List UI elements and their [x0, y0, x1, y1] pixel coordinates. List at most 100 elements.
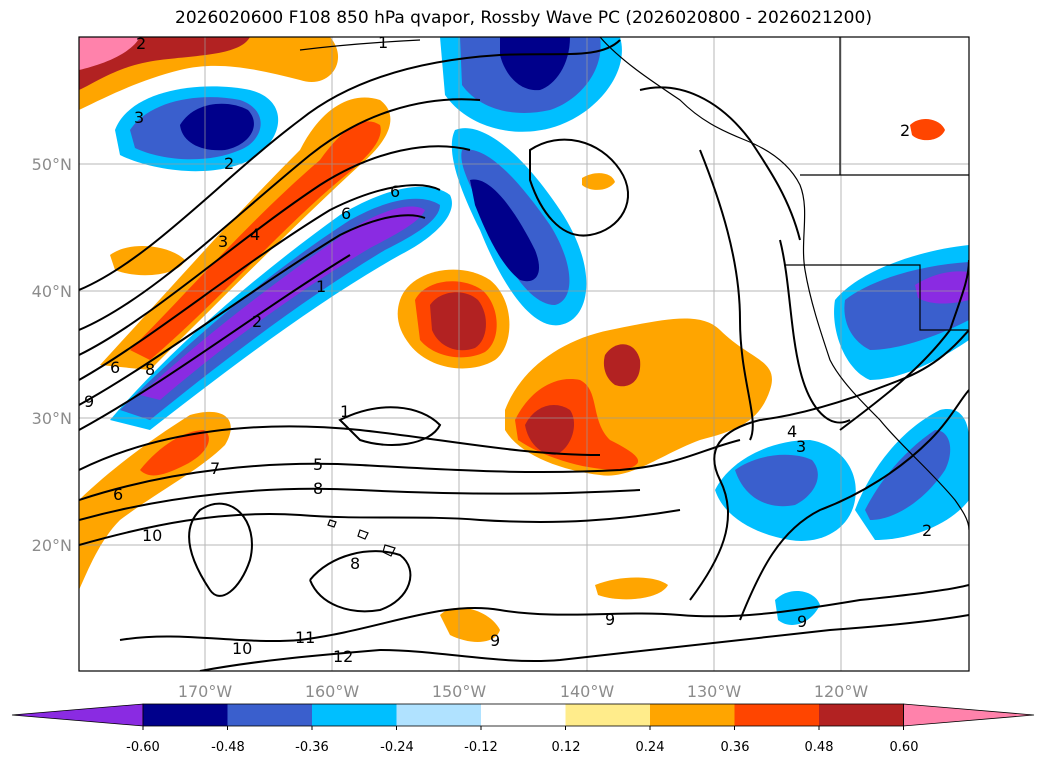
- contour-3: [79, 145, 471, 356]
- colorbar-segment: [312, 704, 397, 726]
- patch-positive-1: [110, 245, 185, 276]
- contour-label: 12: [333, 647, 353, 666]
- contour-label: 6: [341, 204, 351, 223]
- colorbar-tick-label: -0.24: [380, 740, 414, 755]
- colorbar-segment: [819, 704, 904, 726]
- contour-19: [699, 149, 754, 441]
- contour-label: 2: [136, 34, 146, 53]
- colorbar-segment: [734, 704, 820, 726]
- contour-label: 11: [295, 628, 315, 647]
- anomaly-positive-east-core2: [603, 344, 641, 387]
- colorbar-segment: [396, 704, 482, 726]
- contour-11: [119, 584, 969, 643]
- patch-positive-3: [595, 577, 668, 600]
- contour-17: [338, 406, 442, 446]
- border-state-1: [785, 37, 969, 331]
- colorbar-segment: [143, 704, 228, 726]
- colorbar-tick-label: 0.48: [805, 740, 834, 755]
- contour-7: [79, 425, 601, 471]
- colorbar-segment: [227, 704, 313, 726]
- contour-label: 2: [900, 121, 910, 140]
- map-title: 2026020600 F108 850 hPa qvapor, Rossby W…: [175, 8, 872, 28]
- contour-label: 4: [250, 225, 260, 244]
- contour-label: 9: [490, 631, 500, 650]
- contour-label: 4: [787, 422, 797, 441]
- anomaly-positive-center-core: [430, 292, 486, 351]
- contour-label: 2: [922, 521, 932, 540]
- colorbar-tick-label: 0.36: [721, 740, 750, 755]
- graticule: [79, 37, 969, 671]
- anomaly-negative-east-mid: [735, 454, 818, 507]
- lat-label: 30°N: [32, 409, 72, 428]
- colorbar-tick-label: -0.12: [464, 740, 498, 755]
- contour-label: 1: [378, 33, 388, 52]
- contour-10: [79, 509, 681, 546]
- anomaly-positive-southwest-inner: [140, 430, 209, 476]
- lon-label: 160°W: [305, 682, 360, 701]
- contour-label: 8: [350, 554, 360, 573]
- contour-label: 10: [232, 639, 252, 658]
- contour-label: 8: [145, 360, 155, 379]
- contour-label: 3: [796, 437, 806, 456]
- contour-label: 9: [84, 392, 94, 411]
- lat-axis: 50°N 40°N 30°N 20°N: [32, 155, 72, 555]
- contour-20: [779, 239, 851, 424]
- contour-18: [529, 138, 630, 237]
- contour-21: [639, 86, 801, 241]
- contour-label: 3: [218, 232, 228, 251]
- lon-label: 170°W: [178, 682, 233, 701]
- contour-8: [79, 439, 741, 501]
- contour-label: 7: [210, 459, 220, 478]
- contour-2: [79, 98, 481, 331]
- lon-axis: 170°W 160°W 150°W 140°W 130°W 120°W: [178, 682, 869, 701]
- colorbar-tick-label: -0.48: [211, 740, 245, 755]
- contour-label: 9: [797, 612, 807, 631]
- contour-label: 6: [113, 485, 123, 504]
- patch-positive-5: [910, 118, 945, 141]
- colorbar-tick-label: -0.60: [126, 740, 160, 755]
- contour-13: [689, 329, 969, 601]
- colorbar-ticks: -0.60 -0.48 -0.36 -0.24 -0.12 0.12 0.24 …: [126, 740, 918, 755]
- contour-1: [79, 39, 621, 291]
- shaded-field: [79, 37, 969, 642]
- colorbar-frame: [142, 703, 904, 727]
- contour-label: 1: [316, 277, 326, 296]
- lon-label: 130°W: [687, 682, 742, 701]
- coast-alaska: [299, 37, 969, 531]
- lat-label: 50°N: [32, 155, 72, 174]
- lon-label: 120°W: [814, 682, 869, 701]
- anomaly-negative-topleft-core: [180, 103, 254, 151]
- contour-label: 8: [313, 479, 323, 498]
- colorbar-segment: [481, 704, 566, 726]
- contour-label: 10: [142, 526, 162, 545]
- colorbar: [11, 703, 1035, 730]
- band-negative-core: [140, 206, 425, 400]
- colorbar-tick-label: -0.36: [295, 740, 329, 755]
- plot-frame: [78, 36, 970, 672]
- contour-label: 9: [605, 610, 615, 629]
- contour-label: 6: [110, 358, 120, 377]
- colorbar-extend-low: [11, 703, 144, 727]
- colorbar-tick-label: 0.12: [552, 740, 581, 755]
- lat-label: 40°N: [32, 282, 72, 301]
- contour-9: [79, 487, 641, 521]
- contour-label: 5: [313, 455, 323, 474]
- contour-4: [79, 184, 441, 381]
- contour-label: 1: [340, 402, 350, 421]
- contour-label: 6: [390, 182, 400, 201]
- anomaly-negative-southeast-mid: [865, 430, 951, 520]
- contour-16: [309, 550, 412, 613]
- lat-label: 20°N: [32, 536, 72, 555]
- contour-label: 2: [252, 312, 262, 331]
- anomaly-pink-corner: [79, 37, 140, 70]
- contour-label: 3: [134, 108, 144, 127]
- contour-6: [79, 254, 351, 431]
- contour-12: [199, 614, 969, 671]
- anomaly-negative-south-patch: [775, 590, 820, 625]
- patch-positive-2: [440, 607, 500, 642]
- colorbar-segment: [565, 704, 651, 726]
- contour-22: [839, 259, 969, 431]
- colorbar-extend-high: [903, 703, 1035, 727]
- contour-15: [188, 502, 253, 597]
